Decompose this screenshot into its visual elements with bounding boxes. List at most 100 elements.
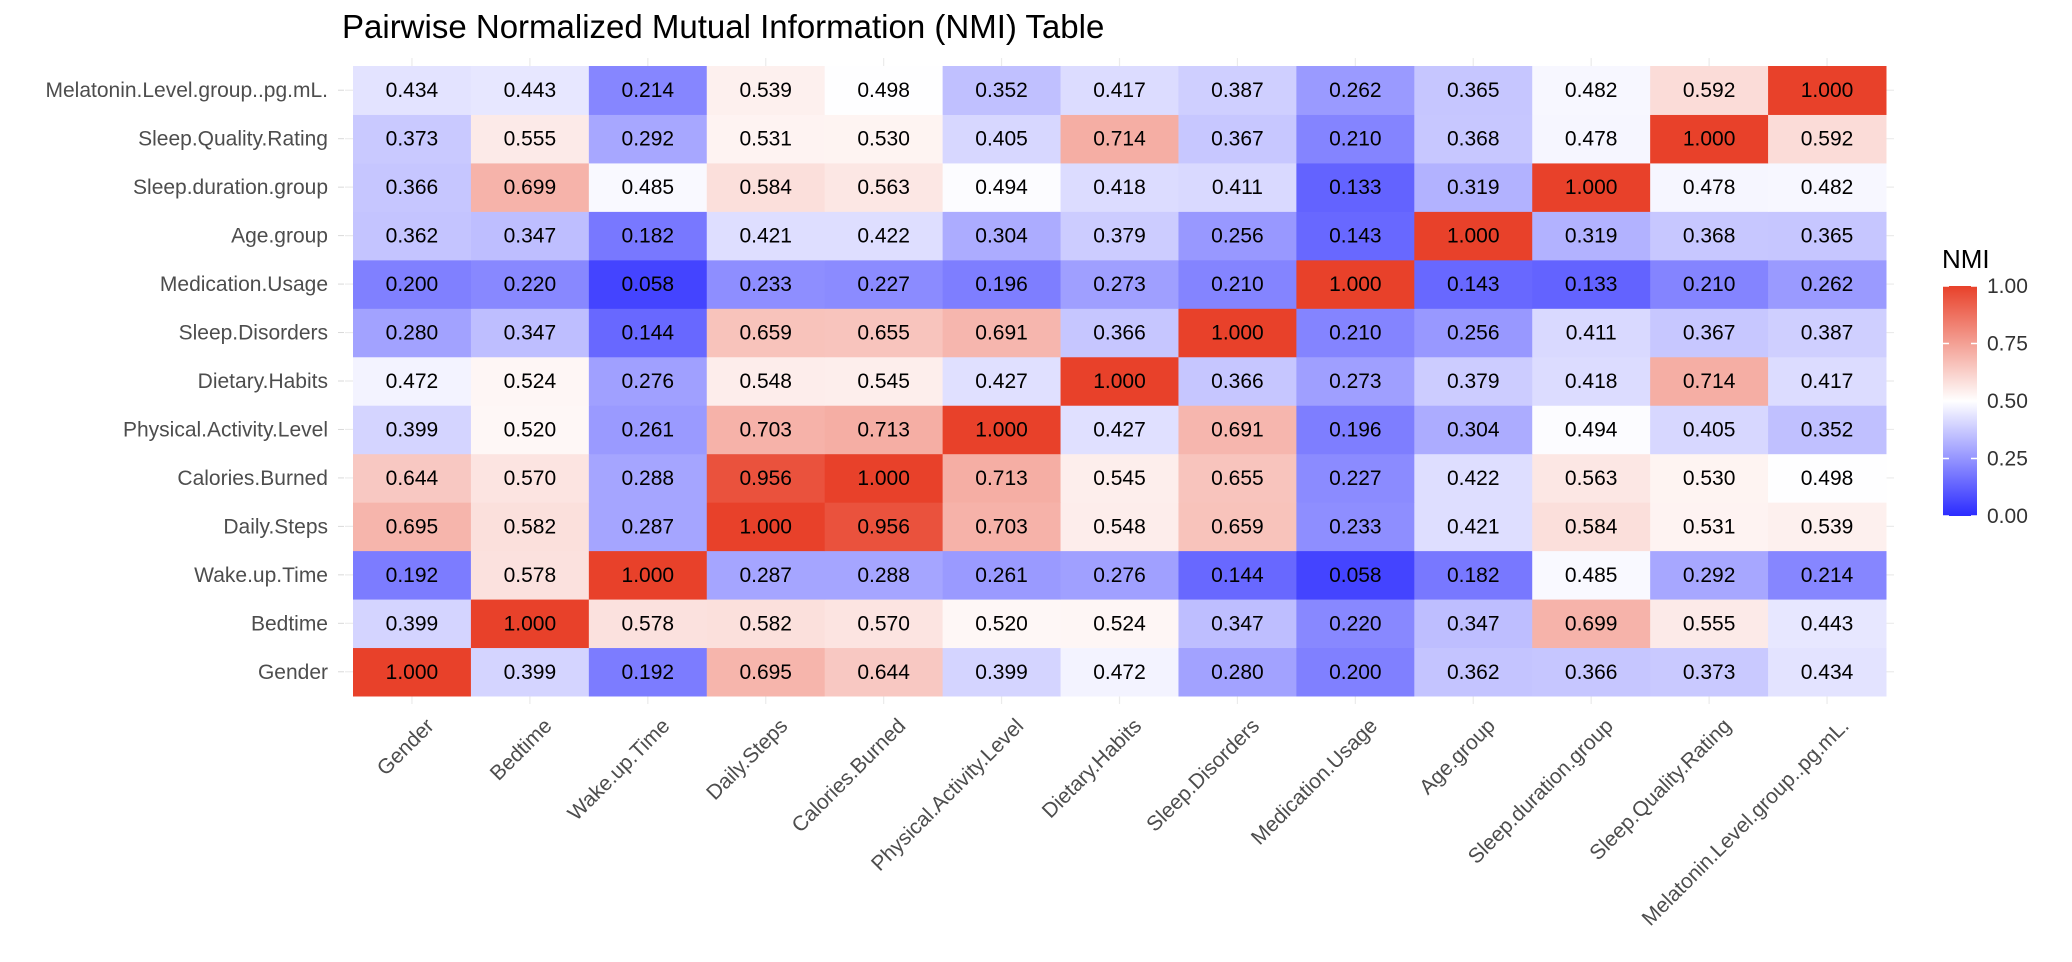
heatmap-cell <box>1532 550 1651 600</box>
y-tick-label: Gender <box>258 661 328 684</box>
heatmap-cell <box>1060 453 1179 503</box>
cell-value-label: 0.418 <box>1565 370 1618 393</box>
heatmap-cell <box>1178 550 1297 600</box>
cell-value-label: 0.570 <box>504 467 557 490</box>
cell-value-label: 0.498 <box>1801 467 1854 490</box>
cell-value-label: 0.524 <box>1093 612 1146 635</box>
cell-value-label: 0.530 <box>857 128 910 151</box>
heatmap-cell <box>470 453 590 503</box>
heatmap-cell <box>353 162 472 212</box>
cell-value-label: 0.368 <box>1683 225 1736 248</box>
cell-value-label: 1.000 <box>857 467 910 490</box>
cell-value-label: 0.144 <box>1211 564 1264 587</box>
cell-value-label: 0.276 <box>1093 564 1146 587</box>
heatmap-cell <box>942 405 1062 455</box>
cell-value-label: 0.256 <box>1211 225 1264 248</box>
cell-value-label: 1.000 <box>504 612 557 635</box>
cell-value-label: 0.695 <box>386 515 439 538</box>
y-tick-label: Age.group <box>231 225 328 248</box>
chart-title: Pairwise Normalized Mutual Information (… <box>342 8 1104 45</box>
heatmap-cell <box>1060 502 1179 552</box>
cell-value-label: 0.531 <box>739 128 792 151</box>
heatmap-cell <box>470 162 590 212</box>
cell-value-label: 1.000 <box>1801 79 1854 102</box>
heatmap-cell <box>942 308 1062 358</box>
cell-value-label: 0.703 <box>739 418 792 441</box>
heatmap-cell <box>1296 308 1415 358</box>
heatmap-cell <box>353 356 472 406</box>
cell-value-label: 0.478 <box>1683 176 1736 199</box>
heatmap-cell <box>824 308 944 358</box>
heatmap-cell <box>1060 599 1179 649</box>
heatmap-cell <box>1060 356 1179 406</box>
heatmap-cell <box>1414 599 1533 649</box>
cell-value-label: 0.280 <box>1211 661 1264 684</box>
heatmap-cell <box>1650 211 1769 261</box>
cell-value-label: 0.347 <box>504 225 557 248</box>
heatmap-cell <box>353 308 472 358</box>
y-tick-label: Melatonin.Level.group..pg.mL. <box>45 79 328 102</box>
heatmap-cell <box>470 114 590 164</box>
heatmap-cell <box>470 259 590 309</box>
y-tick-label: Sleep.Quality.Rating <box>138 128 328 151</box>
heatmap-cell <box>1650 66 1769 115</box>
cell-value-label: 1.000 <box>975 418 1028 441</box>
cell-value-label: 0.214 <box>622 79 675 102</box>
heatmap-cell <box>1650 502 1769 552</box>
heatmap-cell <box>1060 259 1179 309</box>
heatmap-cell <box>1768 162 1887 212</box>
heatmap-cell <box>706 162 826 212</box>
cell-value-label: 0.304 <box>1447 418 1500 441</box>
heatmap-cells <box>353 66 1887 697</box>
heatmap-cell <box>1532 162 1651 212</box>
cell-value-label: 1.000 <box>386 661 439 684</box>
cell-value-label: 0.273 <box>1329 370 1382 393</box>
cell-value-label: 0.399 <box>975 661 1028 684</box>
cell-value-label: 0.288 <box>622 467 675 490</box>
heatmap-cell <box>353 647 472 697</box>
heatmap-cell <box>588 162 708 212</box>
heatmap-cell <box>1296 502 1415 552</box>
heatmap-cell <box>1296 259 1415 309</box>
cell-value-label: 0.434 <box>386 79 439 102</box>
cell-value-label: 0.287 <box>622 515 675 538</box>
cell-value-label: 0.422 <box>857 225 910 248</box>
heatmap-cell <box>706 114 826 164</box>
cell-value-label: 0.196 <box>1329 418 1382 441</box>
cell-value-label: 0.182 <box>1447 564 1500 587</box>
cell-value-label: 0.304 <box>975 225 1028 248</box>
cell-value-label: 0.592 <box>1801 128 1854 151</box>
cell-value-label: 1.000 <box>1093 370 1146 393</box>
heatmap-cell <box>824 211 944 261</box>
heatmap-cell <box>824 405 944 455</box>
cell-value-label: 0.417 <box>1801 370 1854 393</box>
heatmap-cell <box>1060 211 1179 261</box>
heatmap-cell <box>942 550 1062 600</box>
cell-value-label: 0.427 <box>975 370 1028 393</box>
heatmap-cell <box>1060 66 1179 115</box>
heatmap-cell <box>1532 66 1651 115</box>
legend-title: NMI <box>1942 244 1990 274</box>
heatmap-cell <box>824 453 944 503</box>
cell-value-label: 0.563 <box>857 176 910 199</box>
cell-value-label: 0.292 <box>1683 564 1736 587</box>
cell-value-label: 0.570 <box>857 612 910 635</box>
cell-value-label: 0.578 <box>504 564 557 587</box>
heatmap-cell <box>824 356 944 406</box>
heatmap-cell <box>1650 308 1769 358</box>
y-tick-label: Sleep.duration.group <box>133 176 328 199</box>
heatmap-cell <box>1414 114 1533 164</box>
heatmap-cell <box>942 114 1062 164</box>
legend-tick-label: 0.50 <box>1987 390 2028 413</box>
heatmap-cell <box>1650 453 1769 503</box>
cell-value-label: 0.200 <box>1329 661 1382 684</box>
heatmap-cell <box>942 599 1062 649</box>
color-legend: NMI 1.00 0.75 0.50 0.25 0.00 <box>1942 244 2028 528</box>
cell-value-label: 0.365 <box>1447 79 1500 102</box>
cell-value-label: 0.366 <box>1211 370 1264 393</box>
y-tick-label: Wake.up.Time <box>194 564 328 587</box>
heatmap-cell <box>942 453 1062 503</box>
cell-value-label: 0.144 <box>622 322 675 345</box>
cell-value-label: 0.427 <box>1093 418 1146 441</box>
cell-value-label: 0.405 <box>1683 418 1736 441</box>
